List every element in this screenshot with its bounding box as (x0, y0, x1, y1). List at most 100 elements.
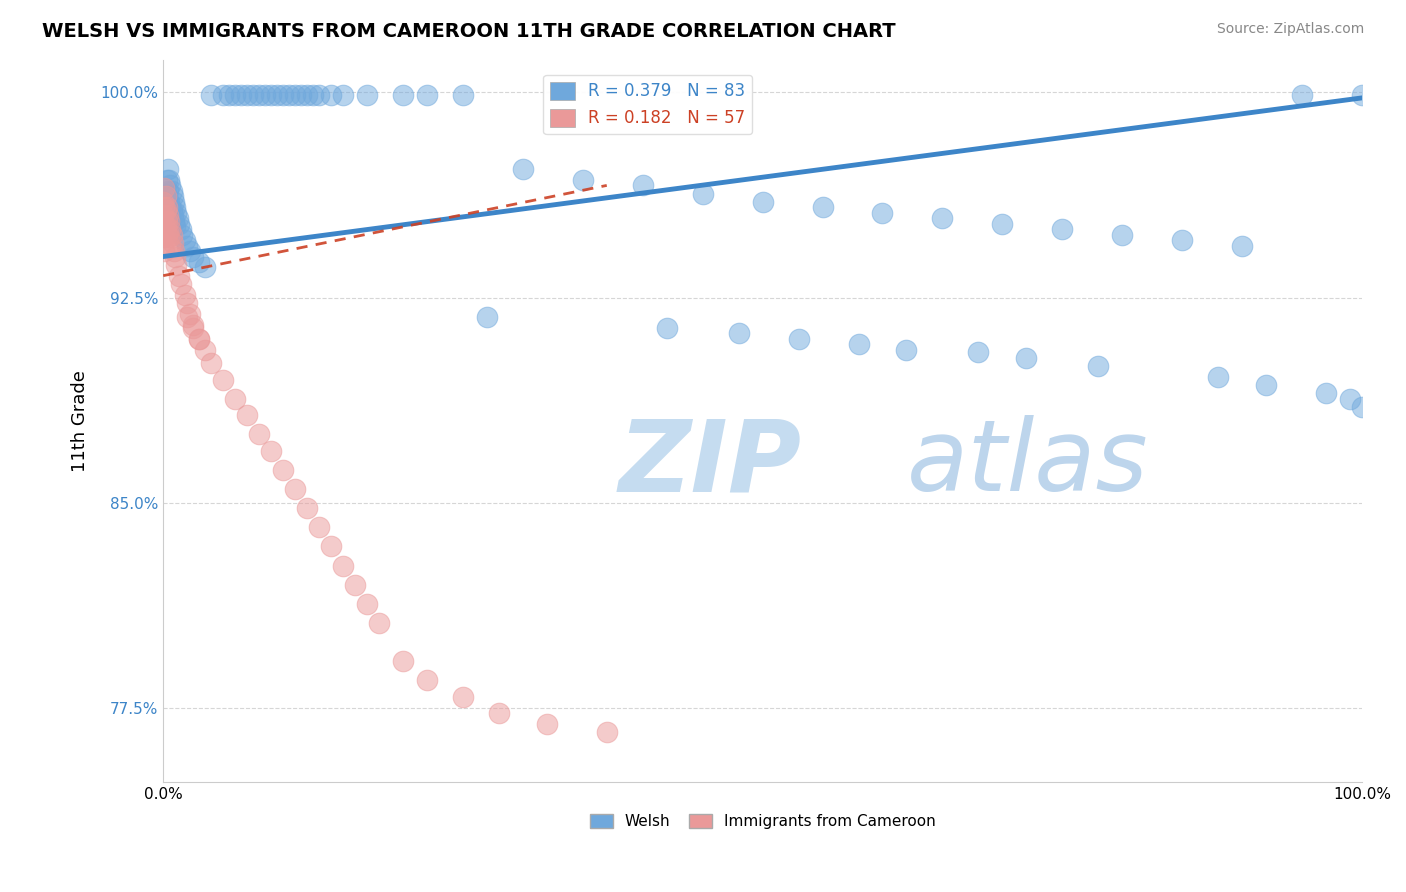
Point (284, 482, 307, 496)
Point (271, 463, 294, 477)
Point (153, 217, 176, 231)
Point (155, 202, 177, 217)
Point (160, 202, 183, 217)
Point (181, 250, 204, 264)
Point (655, 320, 678, 334)
Point (242, 88, 264, 103)
Point (179, 244, 201, 258)
Point (284, 88, 307, 103)
Point (931, 211, 953, 226)
Point (165, 206, 187, 220)
Point (302, 88, 325, 103)
Point (212, 373, 235, 387)
Point (1052, 222, 1074, 236)
Point (295, 88, 318, 103)
Point (224, 88, 246, 103)
Point (224, 392, 246, 406)
Point (188, 255, 211, 269)
Point (991, 217, 1014, 231)
Point (170, 277, 193, 291)
Point (236, 88, 259, 103)
Point (1351, 88, 1374, 103)
Point (692, 186, 714, 201)
Point (163, 244, 186, 258)
Point (290, 88, 312, 103)
Point (247, 88, 270, 103)
Point (1315, 386, 1337, 401)
Point (319, 88, 342, 103)
Point (1291, 88, 1313, 103)
Point (156, 200, 179, 214)
Point (596, 725, 619, 739)
Point (1339, 392, 1361, 406)
Point (172, 227, 194, 242)
Point (156, 214, 179, 228)
Point (155, 189, 177, 203)
Point (156, 200, 179, 214)
Point (260, 443, 283, 458)
Point (475, 310, 498, 324)
Point (155, 219, 177, 234)
Point (416, 673, 439, 688)
Point (536, 717, 558, 731)
Point (967, 345, 990, 359)
Point (167, 217, 190, 231)
Point (308, 520, 330, 534)
Point (811, 200, 834, 214)
Point (155, 186, 177, 201)
Point (451, 88, 474, 103)
Point (176, 296, 198, 310)
Point (157, 173, 180, 187)
Point (152, 194, 174, 209)
Point (392, 654, 415, 668)
Point (231, 88, 253, 103)
Point (194, 343, 217, 357)
Point (278, 88, 301, 103)
Point (157, 194, 180, 209)
Point (631, 178, 654, 193)
Point (176, 238, 198, 252)
Point (848, 337, 870, 351)
Text: Source: ZipAtlas.com: Source: ZipAtlas.com (1216, 22, 1364, 37)
Point (416, 88, 439, 103)
Point (165, 200, 187, 214)
Point (156, 161, 179, 176)
Point (166, 211, 188, 226)
Point (153, 230, 176, 244)
Point (153, 181, 176, 195)
Point (167, 268, 190, 283)
Point (159, 238, 181, 252)
Point (236, 408, 259, 422)
Text: WELSH VS IMMIGRANTS FROM CAMEROON 11TH GRADE CORRELATION CHART: WELSH VS IMMIGRANTS FROM CAMEROON 11TH G… (42, 22, 896, 41)
Point (176, 310, 198, 324)
Point (163, 194, 186, 209)
Point (156, 184, 179, 198)
Point (159, 222, 181, 236)
Point (247, 427, 270, 442)
Point (368, 615, 391, 630)
Point (392, 88, 415, 103)
Point (170, 222, 193, 236)
Point (153, 200, 176, 214)
Point (872, 206, 894, 220)
Point (727, 326, 749, 340)
Point (165, 250, 187, 264)
Point (165, 219, 187, 234)
Point (332, 558, 354, 573)
Point (212, 88, 235, 103)
Point (156, 227, 179, 242)
Point (156, 209, 179, 223)
Point (344, 578, 367, 592)
Point (308, 88, 330, 103)
Point (295, 501, 318, 516)
Point (156, 225, 179, 239)
Point (159, 200, 181, 214)
Point (156, 173, 179, 187)
Point (266, 88, 288, 103)
Point (218, 88, 240, 103)
Point (179, 307, 201, 321)
Point (159, 178, 181, 193)
Point (1230, 238, 1253, 252)
Legend: Welsh, Immigrants from Cameroon: Welsh, Immigrants from Cameroon (583, 808, 942, 836)
Point (1206, 369, 1229, 384)
